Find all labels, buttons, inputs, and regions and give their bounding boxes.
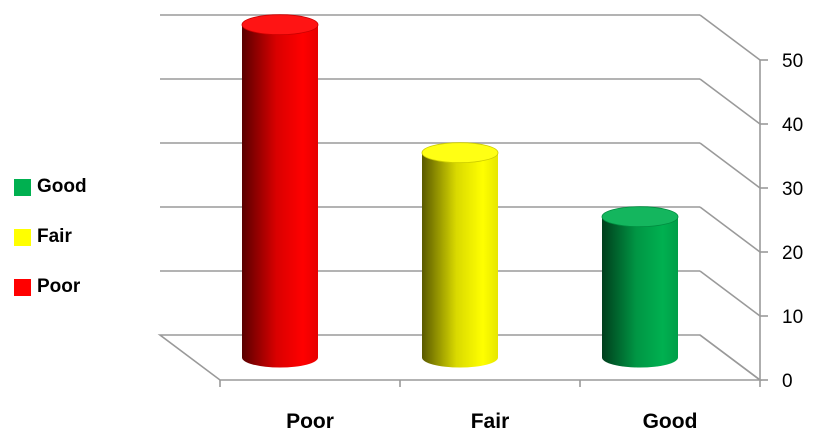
y-tick-label: 10 bbox=[782, 307, 803, 328]
bar-top-good bbox=[601, 206, 679, 228]
gridline-depth bbox=[699, 206, 761, 253]
y-tick-label: 30 bbox=[782, 179, 803, 200]
axes bbox=[157, 59, 768, 387]
legend-item-good: Good bbox=[14, 162, 87, 212]
x-tick-label-fair: Fair bbox=[471, 410, 510, 433]
bars bbox=[241, 14, 679, 368]
legend-item-poor: Poor bbox=[14, 262, 87, 312]
x-tick-label-poor: Poor bbox=[286, 410, 334, 433]
bar-poor bbox=[242, 24, 318, 368]
gridline-depth bbox=[699, 78, 761, 125]
y-tick-label: 20 bbox=[782, 243, 803, 264]
gridline-depth bbox=[699, 14, 761, 61]
y-tick-label: 40 bbox=[782, 115, 803, 136]
legend-label-fair: Fair bbox=[37, 226, 72, 247]
bar-good bbox=[602, 216, 678, 368]
bar-top-fair bbox=[421, 142, 499, 164]
legend-label-good: Good bbox=[37, 176, 87, 197]
tick-labels: 0 10 20 30 40 50 Poor Fair Good bbox=[286, 51, 803, 433]
legend-swatch-poor bbox=[14, 278, 31, 296]
legend-label-poor: Poor bbox=[37, 276, 81, 297]
bar-fair bbox=[422, 152, 498, 368]
bar-top-poor bbox=[241, 14, 319, 36]
x-tick-label-good: Good bbox=[643, 410, 698, 433]
y-tick-label: 50 bbox=[782, 51, 803, 72]
legend-item-fair: Fair bbox=[14, 212, 87, 262]
gridline-depth bbox=[699, 142, 761, 189]
legend: Good Fair Poor bbox=[14, 162, 87, 312]
gridline-depth bbox=[699, 270, 761, 317]
legend-swatch-fair bbox=[14, 228, 31, 246]
legend-swatch-good bbox=[14, 178, 31, 196]
y-tick-label: 0 bbox=[782, 371, 793, 392]
